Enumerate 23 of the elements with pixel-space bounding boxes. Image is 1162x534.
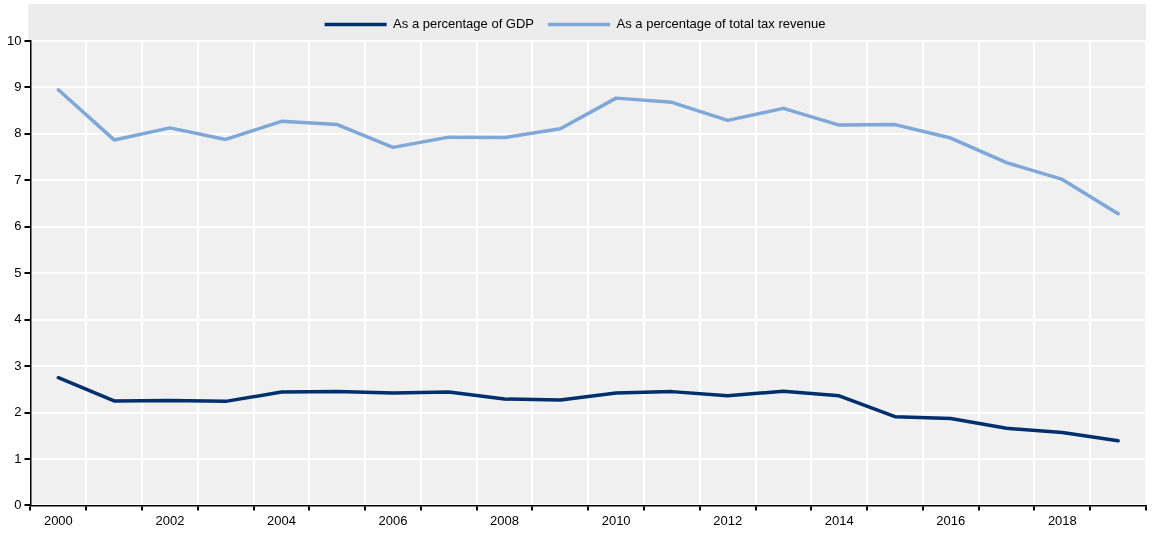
x-tick-label: 2004: [267, 512, 296, 528]
legend-label: As a percentage of total tax revenue: [616, 16, 826, 32]
y-tick-label: 8: [14, 125, 22, 141]
legend-label: As a percentage of GDP: [393, 16, 535, 32]
x-tick-label: 2002: [155, 512, 185, 528]
y-tick-label: 9: [14, 79, 22, 95]
y-tick-label: 2: [14, 404, 22, 420]
y-tick-label: 3: [14, 357, 22, 373]
x-tick-label: 2006: [378, 512, 408, 528]
x-tick-label: 2016: [936, 512, 966, 528]
x-tick-label: 2010: [601, 512, 631, 528]
x-tick-label: 2012: [713, 512, 743, 528]
y-tick-label: 4: [14, 311, 22, 327]
y-tick-label: 10: [6, 32, 22, 48]
y-tick-label: 1: [14, 450, 22, 466]
x-tick-label: 2018: [1047, 512, 1077, 528]
x-tick-label: 2008: [490, 512, 520, 528]
y-tick-label: 7: [14, 171, 22, 187]
y-tick-label: 5: [14, 264, 22, 280]
y-tick-label: 0: [14, 496, 22, 512]
y-tick-label: 6: [14, 218, 22, 234]
x-tick-label: 2000: [43, 512, 73, 528]
x-tick-label: 2014: [824, 512, 854, 528]
